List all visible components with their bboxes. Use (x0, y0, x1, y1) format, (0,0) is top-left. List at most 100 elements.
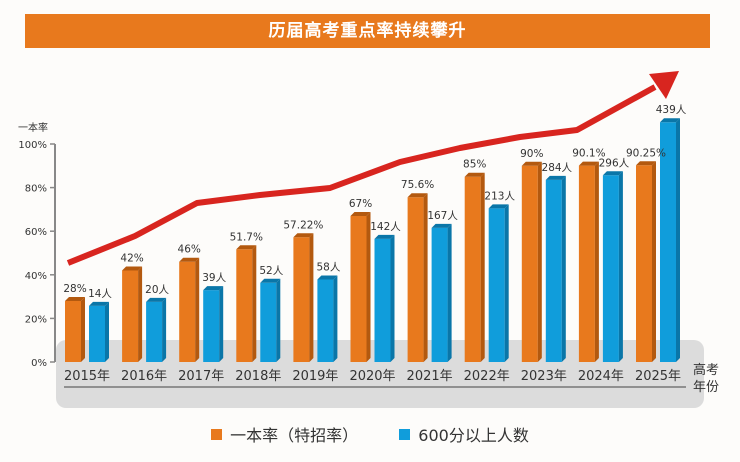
bar-top (521, 161, 542, 166)
bar-front (203, 290, 220, 362)
bar-front (146, 301, 163, 362)
data-label-rate: 85% (463, 159, 486, 171)
bar-front (317, 279, 334, 362)
bar-top (602, 171, 623, 176)
bar-top (464, 172, 485, 177)
x-tick-label: 2020年 (349, 369, 395, 384)
bar-top (545, 175, 566, 180)
bar-side (423, 193, 428, 362)
bar-top (660, 118, 680, 123)
y-tick-label: 100% (18, 140, 47, 151)
x-tick-label: 2022年 (464, 369, 510, 384)
data-label-count: 213人 (484, 190, 515, 202)
bar-rate (179, 257, 200, 362)
bar-top (431, 223, 452, 228)
bar-front (602, 175, 619, 362)
data-label-rate: 67% (349, 198, 372, 210)
bar-top (293, 233, 314, 238)
bar-side (447, 223, 452, 362)
bar-top (407, 193, 428, 198)
bar-side (618, 171, 623, 362)
bar-side (219, 286, 224, 362)
y-tick-label: 80% (25, 184, 47, 195)
bar-top (236, 245, 257, 250)
bar-side (652, 161, 656, 362)
x-tick-label: 2021年 (407, 369, 453, 384)
x-tick-label: 2015年 (64, 369, 110, 384)
legend-swatch-orange (211, 428, 223, 440)
bar-side (676, 118, 680, 362)
bar-front (660, 122, 676, 362)
y-tick-label: 60% (25, 227, 47, 238)
data-label-count: 39人 (202, 272, 226, 284)
bar-rate (636, 161, 656, 362)
bar-front (407, 197, 424, 362)
bar-front (65, 300, 81, 362)
bar-side (276, 278, 281, 362)
bar-front (179, 261, 196, 362)
bar-front (578, 165, 595, 362)
bar-front (122, 270, 139, 362)
bar-rate (350, 211, 371, 362)
legend-label: 一本率（特招率） (230, 426, 359, 445)
bar-top (260, 278, 281, 283)
data-label-count: 58人 (316, 262, 340, 274)
bar-top (65, 296, 85, 301)
legend-label: 600分以上人数 (418, 426, 529, 445)
bar-top (122, 266, 143, 271)
y-tick-label: 20% (25, 314, 47, 325)
bar-top (350, 211, 371, 216)
data-label-count: 52人 (259, 265, 283, 277)
bar-side (594, 161, 599, 362)
data-label-rate: 90.1% (572, 148, 605, 160)
bar-count (602, 171, 623, 362)
bar-side (390, 234, 395, 362)
bar-top (374, 234, 395, 239)
bar-front (293, 237, 310, 362)
data-label-count: 439人 (656, 104, 687, 116)
bar-top (636, 161, 656, 166)
bar-rate (236, 245, 257, 362)
bar-top (317, 275, 338, 280)
bar-side (138, 266, 143, 362)
bar-side (309, 233, 314, 362)
bar-count (89, 301, 109, 362)
bar-count (260, 278, 281, 362)
bar-side (105, 301, 109, 362)
bar-front (545, 179, 562, 362)
bar-front (636, 165, 652, 362)
bar-top (179, 257, 200, 262)
bar-rate (122, 266, 143, 362)
bar-count (431, 223, 452, 362)
bar-top (89, 301, 109, 306)
bar-side (162, 297, 167, 362)
legend-item-rate: 一本率（特招率） (211, 422, 358, 446)
bar-count (545, 175, 566, 362)
x-tick-label: 2024年 (578, 369, 624, 384)
data-label-rate: 28% (63, 283, 86, 295)
bar-side (537, 161, 542, 362)
bar-side (333, 275, 338, 362)
bar-side (81, 296, 85, 362)
data-label-rate: 90.25% (626, 147, 666, 159)
bar-top (203, 286, 224, 291)
bar-top (578, 161, 599, 166)
bar-count (146, 297, 167, 362)
bar-front (374, 238, 391, 362)
data-label-count: 284人 (542, 162, 573, 174)
bar-rate (293, 233, 314, 362)
x-tick-label: 2023年 (521, 369, 567, 384)
data-label-count: 14人 (88, 288, 112, 300)
x-tick-label: 2016年 (121, 369, 167, 384)
bar-front (260, 282, 277, 362)
bar-top (146, 297, 167, 302)
bar-rate (578, 161, 599, 362)
bar-count (374, 234, 395, 362)
data-label-rate: 51.7% (230, 231, 263, 243)
bar-count (660, 118, 680, 362)
bar-front (521, 165, 538, 362)
bar-front (431, 227, 448, 362)
data-label-count: 142人 (370, 221, 401, 233)
data-label-rate: 90% (520, 148, 543, 160)
